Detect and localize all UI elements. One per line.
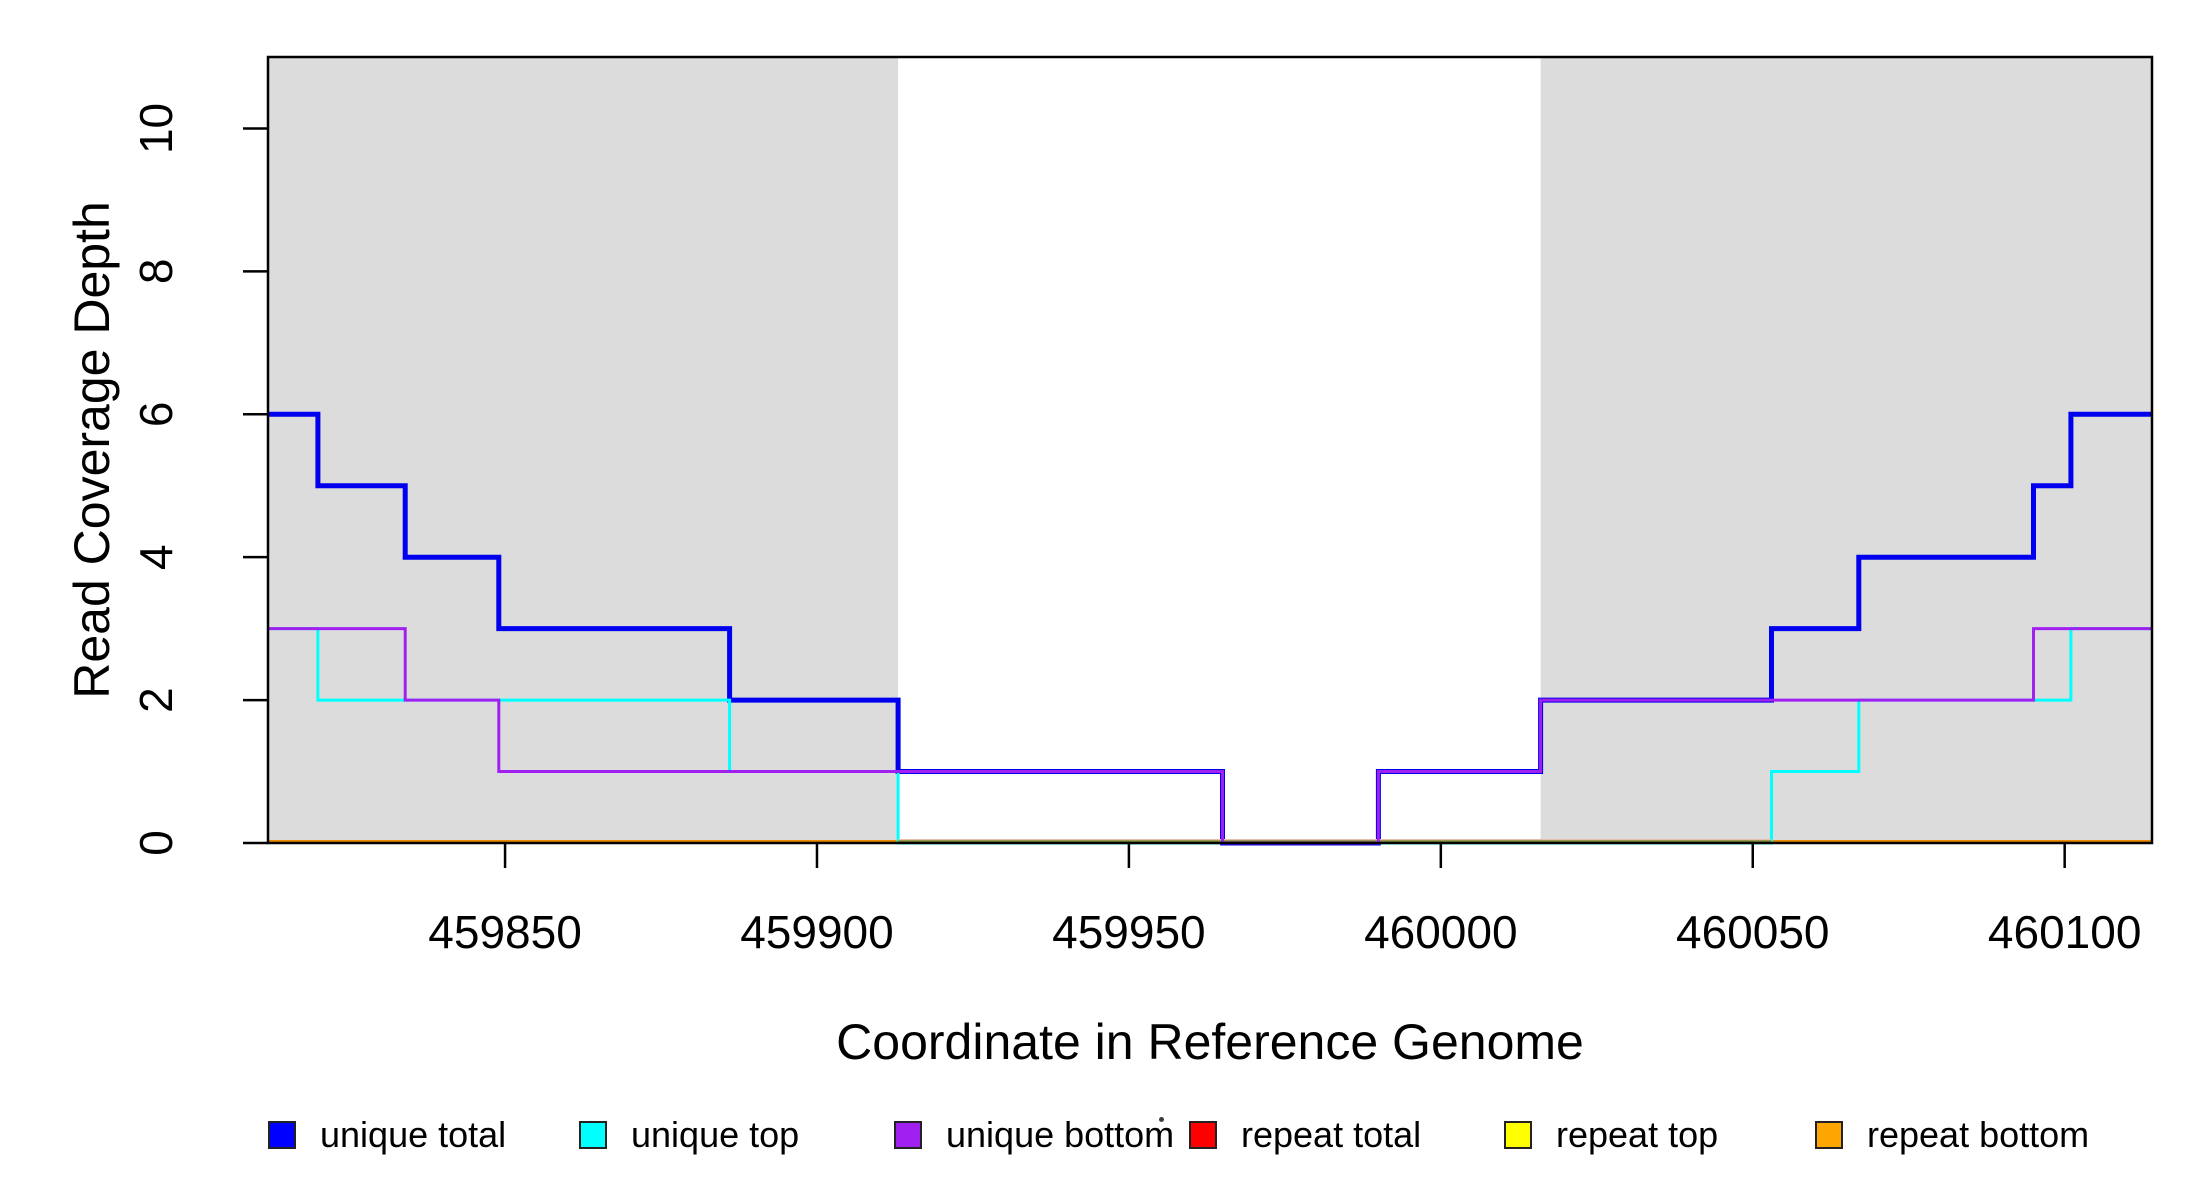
y-tick-label: 2 — [130, 687, 182, 713]
y-tick-label: 0 — [130, 830, 182, 856]
y-tick-label: 8 — [130, 259, 182, 285]
x-tick-label: 459850 — [428, 906, 582, 958]
repeat-bottom-swatch — [1815, 1121, 1843, 1149]
legend-item-repeat-total: repeat total — [1189, 1114, 1422, 1155]
unique-total-swatch — [268, 1121, 296, 1149]
x-tick-label: 460000 — [1364, 906, 1518, 958]
legend-label: unique bottom — [946, 1114, 1175, 1155]
unique-top-swatch — [579, 1121, 607, 1149]
x-tick-label: 459900 — [740, 906, 894, 958]
stray-dot — [1159, 1117, 1164, 1122]
x-tick-label: 459950 — [1052, 906, 1206, 958]
unique-bottom-swatch — [894, 1121, 922, 1149]
y-tick-label: 10 — [130, 103, 182, 154]
x-tick-label: 460050 — [1676, 906, 1830, 958]
x-axis-title: Coordinate in Reference Genome — [836, 1014, 1584, 1070]
repeat-total-swatch — [1189, 1121, 1217, 1149]
y-tick-label: 6 — [130, 401, 182, 427]
shaded-region-2 — [1540, 57, 2152, 843]
legend-item-unique-bottom: unique bottom — [894, 1114, 1175, 1155]
repeat-top-swatch — [1504, 1121, 1532, 1149]
legend-label: repeat total — [1241, 1114, 1422, 1155]
legend-label: unique total — [320, 1114, 507, 1155]
legend-label: unique top — [631, 1114, 800, 1155]
legend-item-repeat-bottom: repeat bottom — [1815, 1114, 2090, 1155]
y-axis-title: Read Coverage Depth — [64, 201, 120, 699]
legend-item-unique-total: unique total — [268, 1114, 507, 1155]
x-tick-label: 460100 — [1988, 906, 2142, 958]
shaded-region-1 — [268, 57, 899, 843]
plot-border — [266, 55, 2154, 845]
legend-label: repeat bottom — [1867, 1114, 2090, 1155]
legend-label: repeat top — [1556, 1114, 1719, 1155]
legend-item-unique-top: unique top — [579, 1114, 800, 1155]
y-tick-label: 4 — [130, 544, 182, 570]
legend-item-repeat-top: repeat top — [1504, 1114, 1719, 1155]
